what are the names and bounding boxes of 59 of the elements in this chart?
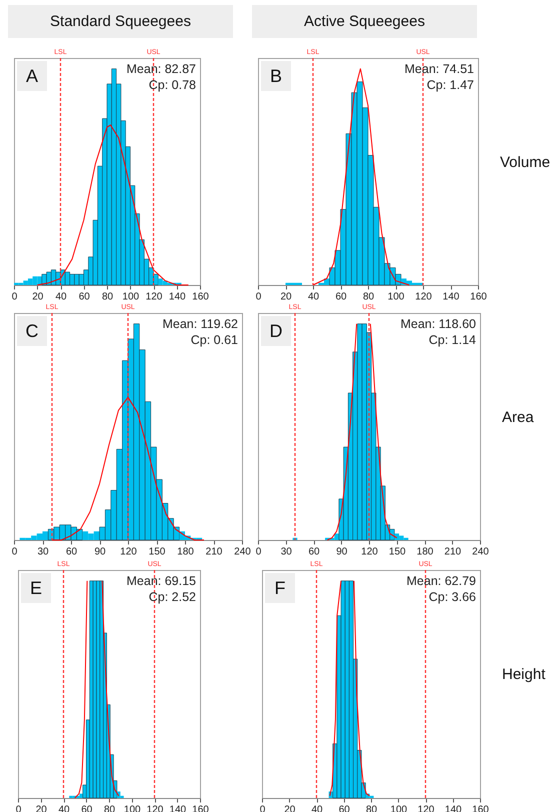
- x-tick-label: 0: [12, 546, 18, 558]
- annotation: Mean: 74.51: [404, 61, 474, 77]
- annotation: Mean: 82.87: [126, 61, 196, 77]
- x-tick-label: 30: [37, 546, 49, 558]
- annotation: Cp: 0.61: [190, 332, 238, 348]
- x-tick-label: 90: [94, 546, 106, 558]
- x-tick-label: 20: [32, 292, 44, 302]
- annotation: Cp: 3.66: [428, 589, 476, 605]
- x-tick-label: 140: [442, 292, 460, 302]
- x-tick-label: 60: [78, 292, 90, 302]
- chart-title: Standard Squeegees: [8, 5, 233, 38]
- x-tick-label: 60: [66, 546, 78, 558]
- x-tick-label: 100: [388, 292, 405, 302]
- x-tick-label: 210: [206, 546, 223, 558]
- annotation: Mean: 69.15: [126, 573, 196, 589]
- x-tick-label: 0: [256, 546, 262, 558]
- x-tick-label: 240: [472, 546, 490, 558]
- annotation: Cp: 1.14: [428, 332, 476, 348]
- x-tick-label: 240: [234, 546, 252, 558]
- x-tick-label: 30: [280, 546, 292, 558]
- chart-title: Active Squeegees: [252, 5, 477, 38]
- annotation: C: [17, 316, 47, 346]
- x-tick-label: 0: [256, 292, 262, 302]
- x-tick-label: 40: [55, 292, 67, 302]
- x-tick-label: 210: [444, 546, 462, 558]
- x-tick-label: 150: [388, 546, 406, 558]
- x-tick-label: 120: [361, 546, 378, 558]
- annotation: Cp: 2.52: [148, 589, 196, 605]
- annotation: E: [21, 573, 51, 603]
- annotation: D: [261, 316, 291, 346]
- x-tick-label: 120: [146, 292, 163, 302]
- x-tick-label: 60: [335, 292, 347, 302]
- annotation: Mean: 62.79: [406, 573, 476, 589]
- x-tick-label: 0: [12, 292, 18, 302]
- x-tick-label: 60: [308, 546, 320, 558]
- annotation: F: [265, 573, 295, 603]
- x-tick-label: 120: [415, 292, 432, 302]
- annotation: A: [17, 61, 47, 91]
- x-tick-label: 150: [148, 546, 166, 558]
- x-tick-label: 40: [308, 292, 320, 302]
- text: Area: [502, 408, 534, 426]
- text: Height: [502, 666, 546, 683]
- x-tick-label: 80: [362, 292, 374, 302]
- annotation: B: [261, 61, 291, 91]
- x-tick-label: 180: [416, 546, 434, 558]
- x-tick-label: 160: [470, 292, 488, 302]
- x-tick-label: 100: [122, 292, 140, 302]
- x-tick-label: 20: [280, 292, 292, 302]
- annotation: Mean: 118.60: [400, 316, 476, 332]
- x-tick-label: 80: [102, 292, 114, 302]
- x-tick-label: 90: [336, 546, 348, 558]
- annotation: Cp: 1.47: [426, 77, 474, 93]
- x-tick-label: 160: [192, 292, 210, 302]
- x-tick-label: 140: [168, 292, 186, 302]
- text: Volume: [500, 154, 550, 170]
- annotation: Cp: 0.78: [148, 77, 196, 93]
- x-tick-label: 120: [120, 546, 138, 558]
- x-tick-label: 180: [177, 546, 194, 558]
- annotation: Mean: 119.62: [162, 316, 238, 332]
